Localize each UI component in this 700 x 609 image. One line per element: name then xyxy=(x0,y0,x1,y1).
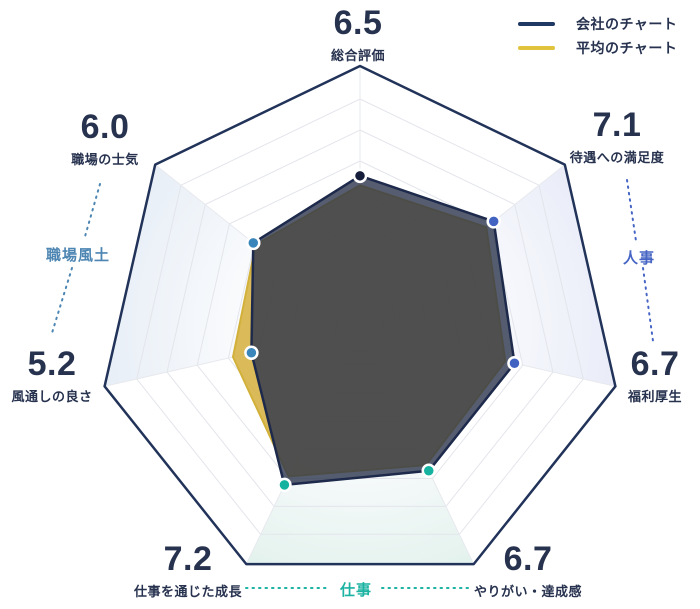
data-point-やりがい・達成感 xyxy=(421,463,437,479)
radar-outline xyxy=(103,64,617,566)
axis-label-treatment: 7.1 待遇への満足度 xyxy=(527,106,700,166)
company-line-swatch xyxy=(518,22,555,26)
axis-name: 総合評価 xyxy=(330,47,385,63)
category-leader-line xyxy=(83,183,101,241)
data-point-風通しの良さ xyxy=(244,345,259,361)
data-point-福利厚生 xyxy=(507,356,522,371)
category-leader-line xyxy=(642,267,654,342)
legend-item-average[interactable]: 平均のチャート xyxy=(518,36,677,60)
axis-label-benefits: 6.7 福利厚生 xyxy=(605,345,700,405)
axis-name: 仕事を通じた成長 xyxy=(133,583,242,599)
axis-name: 風通しの良さ xyxy=(11,388,93,404)
data-point-職場の士気 xyxy=(246,235,261,251)
axis-name: 福利厚生 xyxy=(627,388,682,404)
category-leader-line xyxy=(51,267,73,334)
legend-label: 平均のチャート xyxy=(576,40,678,56)
axis-label-overall: 6.5 総合評価 xyxy=(258,4,458,64)
axis-value: 6.7 xyxy=(630,345,680,383)
data-point-待遇への満足度 xyxy=(486,214,501,229)
average-line-swatch xyxy=(518,46,555,50)
axis-value: 7.2 xyxy=(163,540,213,578)
grid-ring xyxy=(166,129,554,507)
chart-legend: 会社のチャート 平均のチャート xyxy=(518,12,677,60)
axis-label-fulfillment: 6.7 やりがい・達成感 xyxy=(428,540,628,600)
category-label-hr: 人事 xyxy=(623,250,656,267)
category-label-work: 仕事 xyxy=(340,582,373,599)
axis-name: 待遇への満足度 xyxy=(569,149,665,165)
axis-value: 6.7 xyxy=(503,540,553,578)
data-point-仕事を通じた成長 xyxy=(277,477,292,493)
axis-name: 職場の士気 xyxy=(71,151,139,167)
axis-label-morale: 6.0 職場の士気 xyxy=(25,108,185,168)
legend-label: 会社のチャート xyxy=(576,16,678,32)
axis-label-openness: 5.2 風通しの良さ xyxy=(0,345,104,405)
grid-ring xyxy=(136,98,584,535)
category-label-workplace-culture: 職場風土 xyxy=(46,247,111,264)
category-leader-line xyxy=(626,179,637,242)
axis-value: 5.2 xyxy=(27,345,77,383)
axis-value: 7.1 xyxy=(592,106,642,144)
data-point-総合評価 xyxy=(352,168,368,184)
axis-value: 6.5 xyxy=(333,4,383,42)
axis-value: 6.0 xyxy=(80,108,130,146)
axis-name: やりがい・達成感 xyxy=(473,583,582,599)
series-polygon-company xyxy=(250,174,516,487)
legend-item-company[interactable]: 会社のチャート xyxy=(518,12,677,36)
axis-label-growth: 7.2 仕事を通じた成長 xyxy=(88,540,288,600)
